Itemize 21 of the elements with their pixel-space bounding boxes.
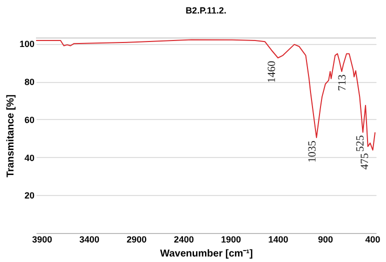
x-axis-title: Wavenumber [cm⁻¹] <box>160 248 253 260</box>
chart-title: B2.P.11.2. <box>186 6 226 16</box>
y-axis-title: Transmitance [%] <box>5 94 16 178</box>
y-tick-label: 40 <box>24 152 34 163</box>
annotation: 1460 <box>266 60 278 83</box>
y-tick-label: 100 <box>19 39 34 50</box>
y-tick-label: 60 <box>24 114 34 125</box>
x-tick-label: 400 <box>365 234 380 244</box>
annotation: 713 <box>336 74 349 92</box>
annotation: 525 <box>354 134 366 152</box>
x-tick-label: 2900 <box>126 234 147 244</box>
x-tick-label: 900 <box>318 234 334 244</box>
y-tick-label: 20 <box>24 190 34 201</box>
annotation: 475 <box>359 152 372 170</box>
annotation: 1035 <box>306 140 318 163</box>
x-tick-label: 3900 <box>32 234 52 244</box>
x-tick-label: 2400 <box>174 234 194 244</box>
x-tick-label: 3400 <box>79 234 100 244</box>
x-tick-label: 1400 <box>268 234 288 244</box>
x-tick-label: 1900 <box>221 234 242 244</box>
y-tick-label: 80 <box>24 77 34 88</box>
